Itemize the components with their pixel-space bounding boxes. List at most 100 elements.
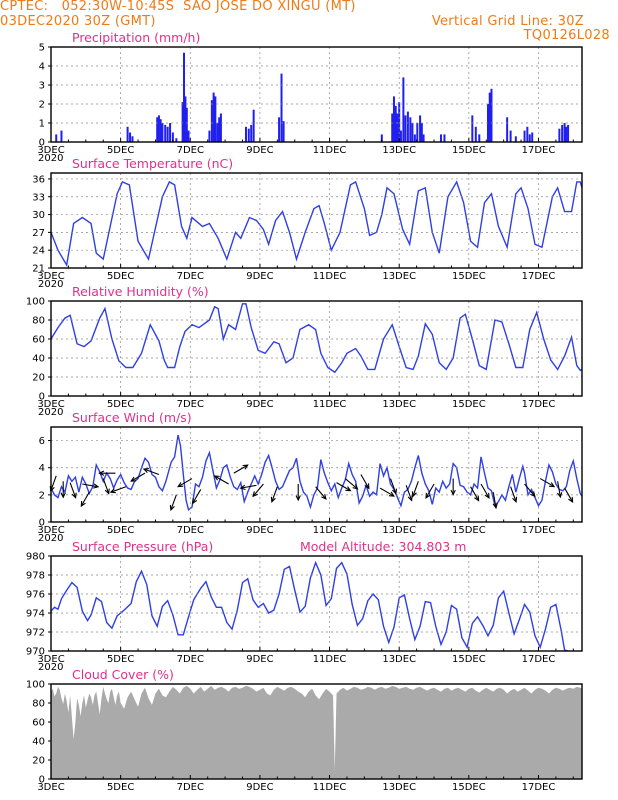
surface-temperature-panel: Surface Temperature (nC) 21 24 27 30 33 36 3DE… bbox=[32, 156, 583, 290]
x-tick-label: 9DEC bbox=[246, 399, 273, 410]
plot-frame bbox=[50, 172, 583, 269]
y-tick-label: 100 bbox=[26, 680, 45, 691]
y-tick-label: 20 bbox=[32, 756, 45, 767]
precip-bar bbox=[156, 117, 159, 142]
wind-arrow bbox=[315, 486, 327, 500]
precip-bar bbox=[185, 107, 188, 142]
x-tick-label: 9DEC bbox=[246, 654, 273, 665]
plot-frame bbox=[50, 300, 583, 397]
x-tick-label: 13DEC bbox=[382, 271, 416, 282]
y-tick-label: 974 bbox=[26, 609, 45, 620]
precip-bar bbox=[183, 52, 186, 142]
precip-bar bbox=[416, 123, 419, 142]
precip-bar bbox=[184, 96, 187, 142]
x-tick-label: 11DEC bbox=[313, 271, 347, 282]
precip-bar bbox=[129, 132, 132, 142]
precip-bar bbox=[561, 124, 564, 142]
wind-arrow bbox=[360, 474, 370, 490]
precip-bar bbox=[404, 115, 407, 142]
y-tick-label: 2 bbox=[39, 490, 45, 501]
precip-bar bbox=[409, 117, 412, 142]
x-tick-label: 5DEC bbox=[107, 399, 134, 410]
precip-bar bbox=[443, 134, 446, 142]
y-tick-label: 0 bbox=[39, 392, 45, 403]
year-label: 2020 bbox=[38, 533, 63, 544]
plot-area bbox=[51, 301, 582, 396]
cloud-cover-panel: Cloud Cover (%) 0 20 40 60 80 100 3DEC 5DEC 7DEC… bbox=[26, 667, 583, 793]
x-tick-label: 15DEC bbox=[452, 145, 486, 156]
precip-bar bbox=[278, 117, 281, 142]
precip-bar bbox=[488, 92, 491, 142]
wind-arrow bbox=[389, 478, 398, 495]
precip-bar bbox=[526, 126, 529, 142]
wind-arrow bbox=[102, 478, 110, 495]
plot-area bbox=[51, 556, 582, 651]
precip-bar bbox=[402, 77, 405, 142]
precip-bar bbox=[506, 117, 509, 142]
x-tick-label: 7DEC bbox=[177, 271, 204, 282]
precip-bar bbox=[219, 113, 222, 142]
y-tick-label: 33 bbox=[32, 192, 45, 203]
precip-bar bbox=[208, 130, 211, 142]
x-tick-label: 13DEC bbox=[382, 399, 416, 410]
precip-bar bbox=[380, 134, 383, 142]
x-tick-label: 13DEC bbox=[382, 782, 416, 793]
precip-bar bbox=[399, 130, 402, 142]
precip-bar bbox=[161, 123, 164, 142]
precip-bar bbox=[171, 132, 174, 142]
wind-arrow bbox=[379, 487, 395, 497]
x-tick-label: 7DEC bbox=[177, 654, 204, 665]
x-tick-label: 15DEC bbox=[452, 399, 486, 410]
precip-bar bbox=[422, 134, 425, 142]
y-tick-label: 40 bbox=[32, 737, 45, 748]
year-label: 2020 bbox=[38, 662, 63, 673]
wind-arrow bbox=[492, 492, 498, 510]
x-tick-label: 13DEC bbox=[382, 654, 416, 665]
y-tick-label: 0 bbox=[39, 775, 45, 786]
y-tick-label: 60 bbox=[32, 335, 45, 346]
x-tick-label: 11DEC bbox=[313, 145, 347, 156]
x-tick-label: 17DEC bbox=[522, 525, 556, 536]
y-tick-label: 24 bbox=[32, 246, 45, 257]
x-tick-label: 17DEC bbox=[522, 399, 556, 410]
x-tick-label: 9DEC bbox=[246, 525, 273, 536]
x-tick-label: 5DEC bbox=[107, 782, 134, 793]
y-tick-label: 6 bbox=[39, 436, 45, 447]
y-tick-label: 4 bbox=[39, 463, 45, 474]
precip-bar bbox=[413, 134, 416, 142]
wind-arrow bbox=[177, 478, 193, 488]
wind-arrow bbox=[450, 478, 456, 496]
wind-arrow bbox=[270, 486, 278, 503]
precip-bar bbox=[392, 96, 395, 142]
precip-bar bbox=[439, 134, 442, 142]
plot-area bbox=[51, 427, 582, 522]
precip-bar bbox=[214, 96, 217, 142]
wind-arrow bbox=[213, 475, 229, 485]
x-tick-label: 7DEC bbox=[177, 525, 204, 536]
data-layer bbox=[51, 685, 582, 779]
wind-arrow bbox=[344, 478, 359, 490]
precip-bar bbox=[391, 113, 394, 142]
cloud-cover-title: Cloud Cover (%) bbox=[72, 667, 174, 682]
x-tick-label: 3DEC bbox=[37, 654, 64, 665]
wind-arrow bbox=[233, 464, 249, 474]
x-tick-label: 7DEC bbox=[177, 399, 204, 410]
wind-arrow bbox=[98, 470, 116, 476]
wind-arrow bbox=[80, 491, 90, 508]
x-tick-label: 15DEC bbox=[452, 525, 486, 536]
wind-arrow bbox=[192, 489, 202, 505]
cloud-cover-area bbox=[51, 685, 582, 779]
y-tick-label: 60 bbox=[32, 718, 45, 729]
y-tick-label: 0 bbox=[39, 518, 45, 529]
wind-arrow bbox=[169, 494, 177, 512]
wind-arrow bbox=[510, 486, 518, 503]
y-tick-label: 976 bbox=[26, 590, 45, 601]
precip-bar bbox=[126, 126, 129, 142]
precip-bar bbox=[282, 121, 285, 142]
pressure-title: Surface Pressure (hPa) bbox=[72, 539, 213, 554]
wind-arrow bbox=[109, 486, 127, 494]
wind-arrow bbox=[480, 483, 490, 499]
precip-bar bbox=[509, 130, 512, 142]
y-tick-label: 40 bbox=[32, 354, 45, 365]
y-tick-label: 27 bbox=[32, 228, 45, 239]
